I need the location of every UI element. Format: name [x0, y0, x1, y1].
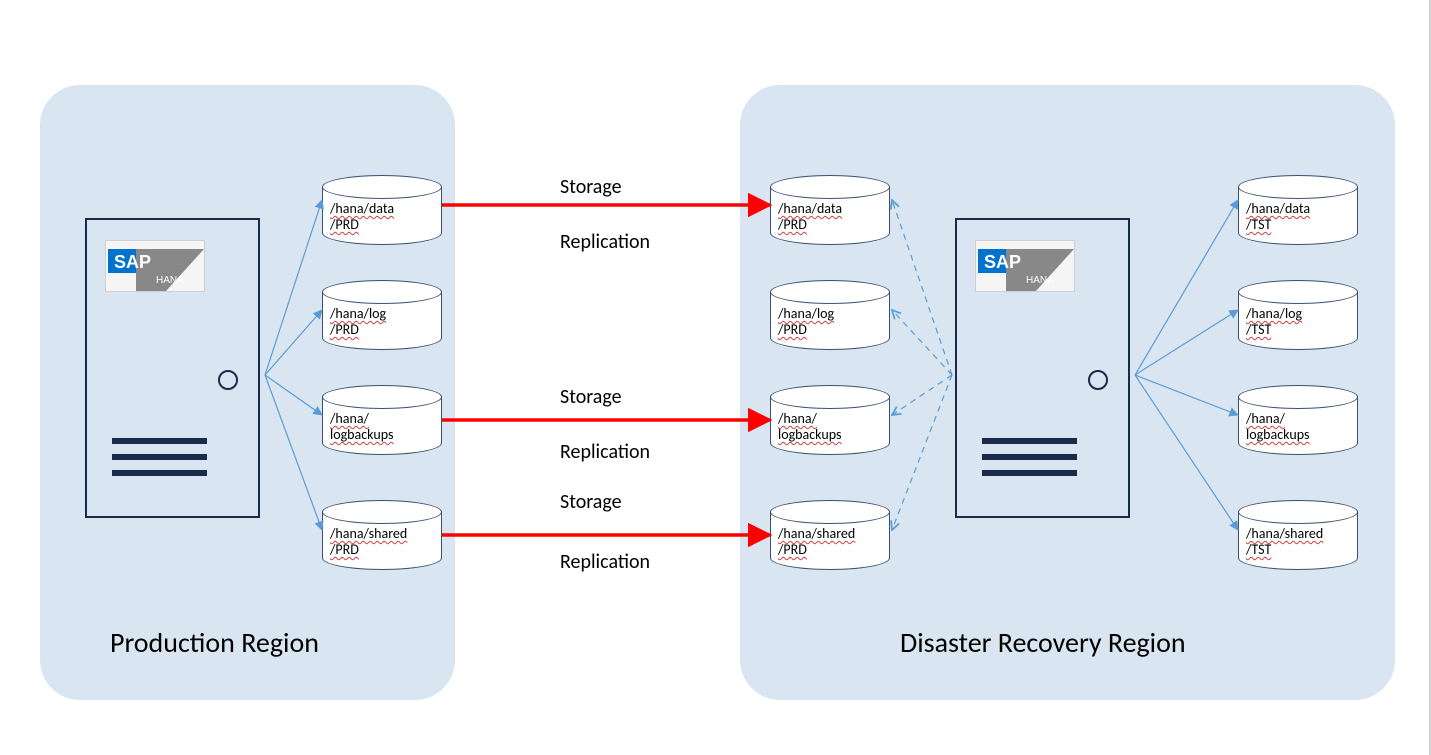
cylinder-tst-log: /hana/log/TST [1238, 280, 1358, 350]
sap-text: SAP [114, 252, 151, 272]
server-vents-icon [982, 438, 1077, 486]
cylinder-label: /hana/shared/TST [1246, 526, 1323, 558]
server-knob-icon [1088, 370, 1108, 390]
replication-label: Storage [560, 490, 622, 514]
cylinder-label: /hana/logbackups [778, 411, 841, 443]
cylinder-label: /hana/data/PRD [778, 201, 842, 233]
sap-hana-logo: SAP HANA [975, 240, 1075, 292]
replication-label: Storage [560, 175, 622, 199]
cylinder-dr-log: /hana/log/PRD [770, 280, 890, 350]
server-production: SAP HANA [85, 218, 260, 518]
cylinder-dr-data: /hana/data/PRD [770, 175, 890, 245]
replication-label: Replication [560, 230, 650, 254]
server-knob-icon [218, 370, 238, 390]
sap-hana-logo: SAP HANA [105, 240, 205, 292]
hana-text: HANA [156, 275, 184, 286]
svg-text:HANA: HANA [1026, 275, 1054, 286]
cylinder-tst-shared: /hana/shared/TST [1238, 500, 1358, 570]
replication-label: Replication [560, 440, 650, 464]
cylinder-label: /hana/log/PRD [330, 306, 386, 338]
cylinder-label: /hana/logbackups [1246, 411, 1309, 443]
cylinder-dr-logbk: /hana/logbackups [770, 385, 890, 455]
cylinder-label: /hana/data/PRD [330, 201, 394, 233]
diagram-canvas: Production Region Disaster Recovery Regi… [0, 0, 1431, 755]
cylinder-label: /hana/shared/PRD [330, 526, 407, 558]
cylinder-label: /hana/shared/PRD [778, 526, 855, 558]
region-dr-title: Disaster Recovery Region [900, 625, 1186, 660]
svg-text:SAP: SAP [984, 252, 1021, 272]
server-vents-icon [112, 438, 207, 486]
cylinder-label: /hana/log/TST [1246, 306, 1302, 338]
cylinder-label: /hana/log/PRD [778, 306, 834, 338]
cylinder-tst-logbk: /hana/logbackups [1238, 385, 1358, 455]
cylinder-label: /hana/data/TST [1246, 201, 1310, 233]
replication-label: Replication [560, 550, 650, 574]
replication-label: Storage [560, 385, 622, 409]
region-production-title: Production Region [110, 625, 319, 660]
cylinder-prod-logbk: /hana/logbackups [322, 385, 442, 455]
cylinder-prod-data: /hana/data/PRD [322, 175, 442, 245]
cylinder-label: /hana/logbackups [330, 411, 393, 443]
server-dr: SAP HANA [955, 218, 1130, 518]
cylinder-tst-data: /hana/data/TST [1238, 175, 1358, 245]
cylinder-prod-shared: /hana/shared/PRD [322, 500, 442, 570]
cylinder-prod-log: /hana/log/PRD [322, 280, 442, 350]
cylinder-dr-shared: /hana/shared/PRD [770, 500, 890, 570]
